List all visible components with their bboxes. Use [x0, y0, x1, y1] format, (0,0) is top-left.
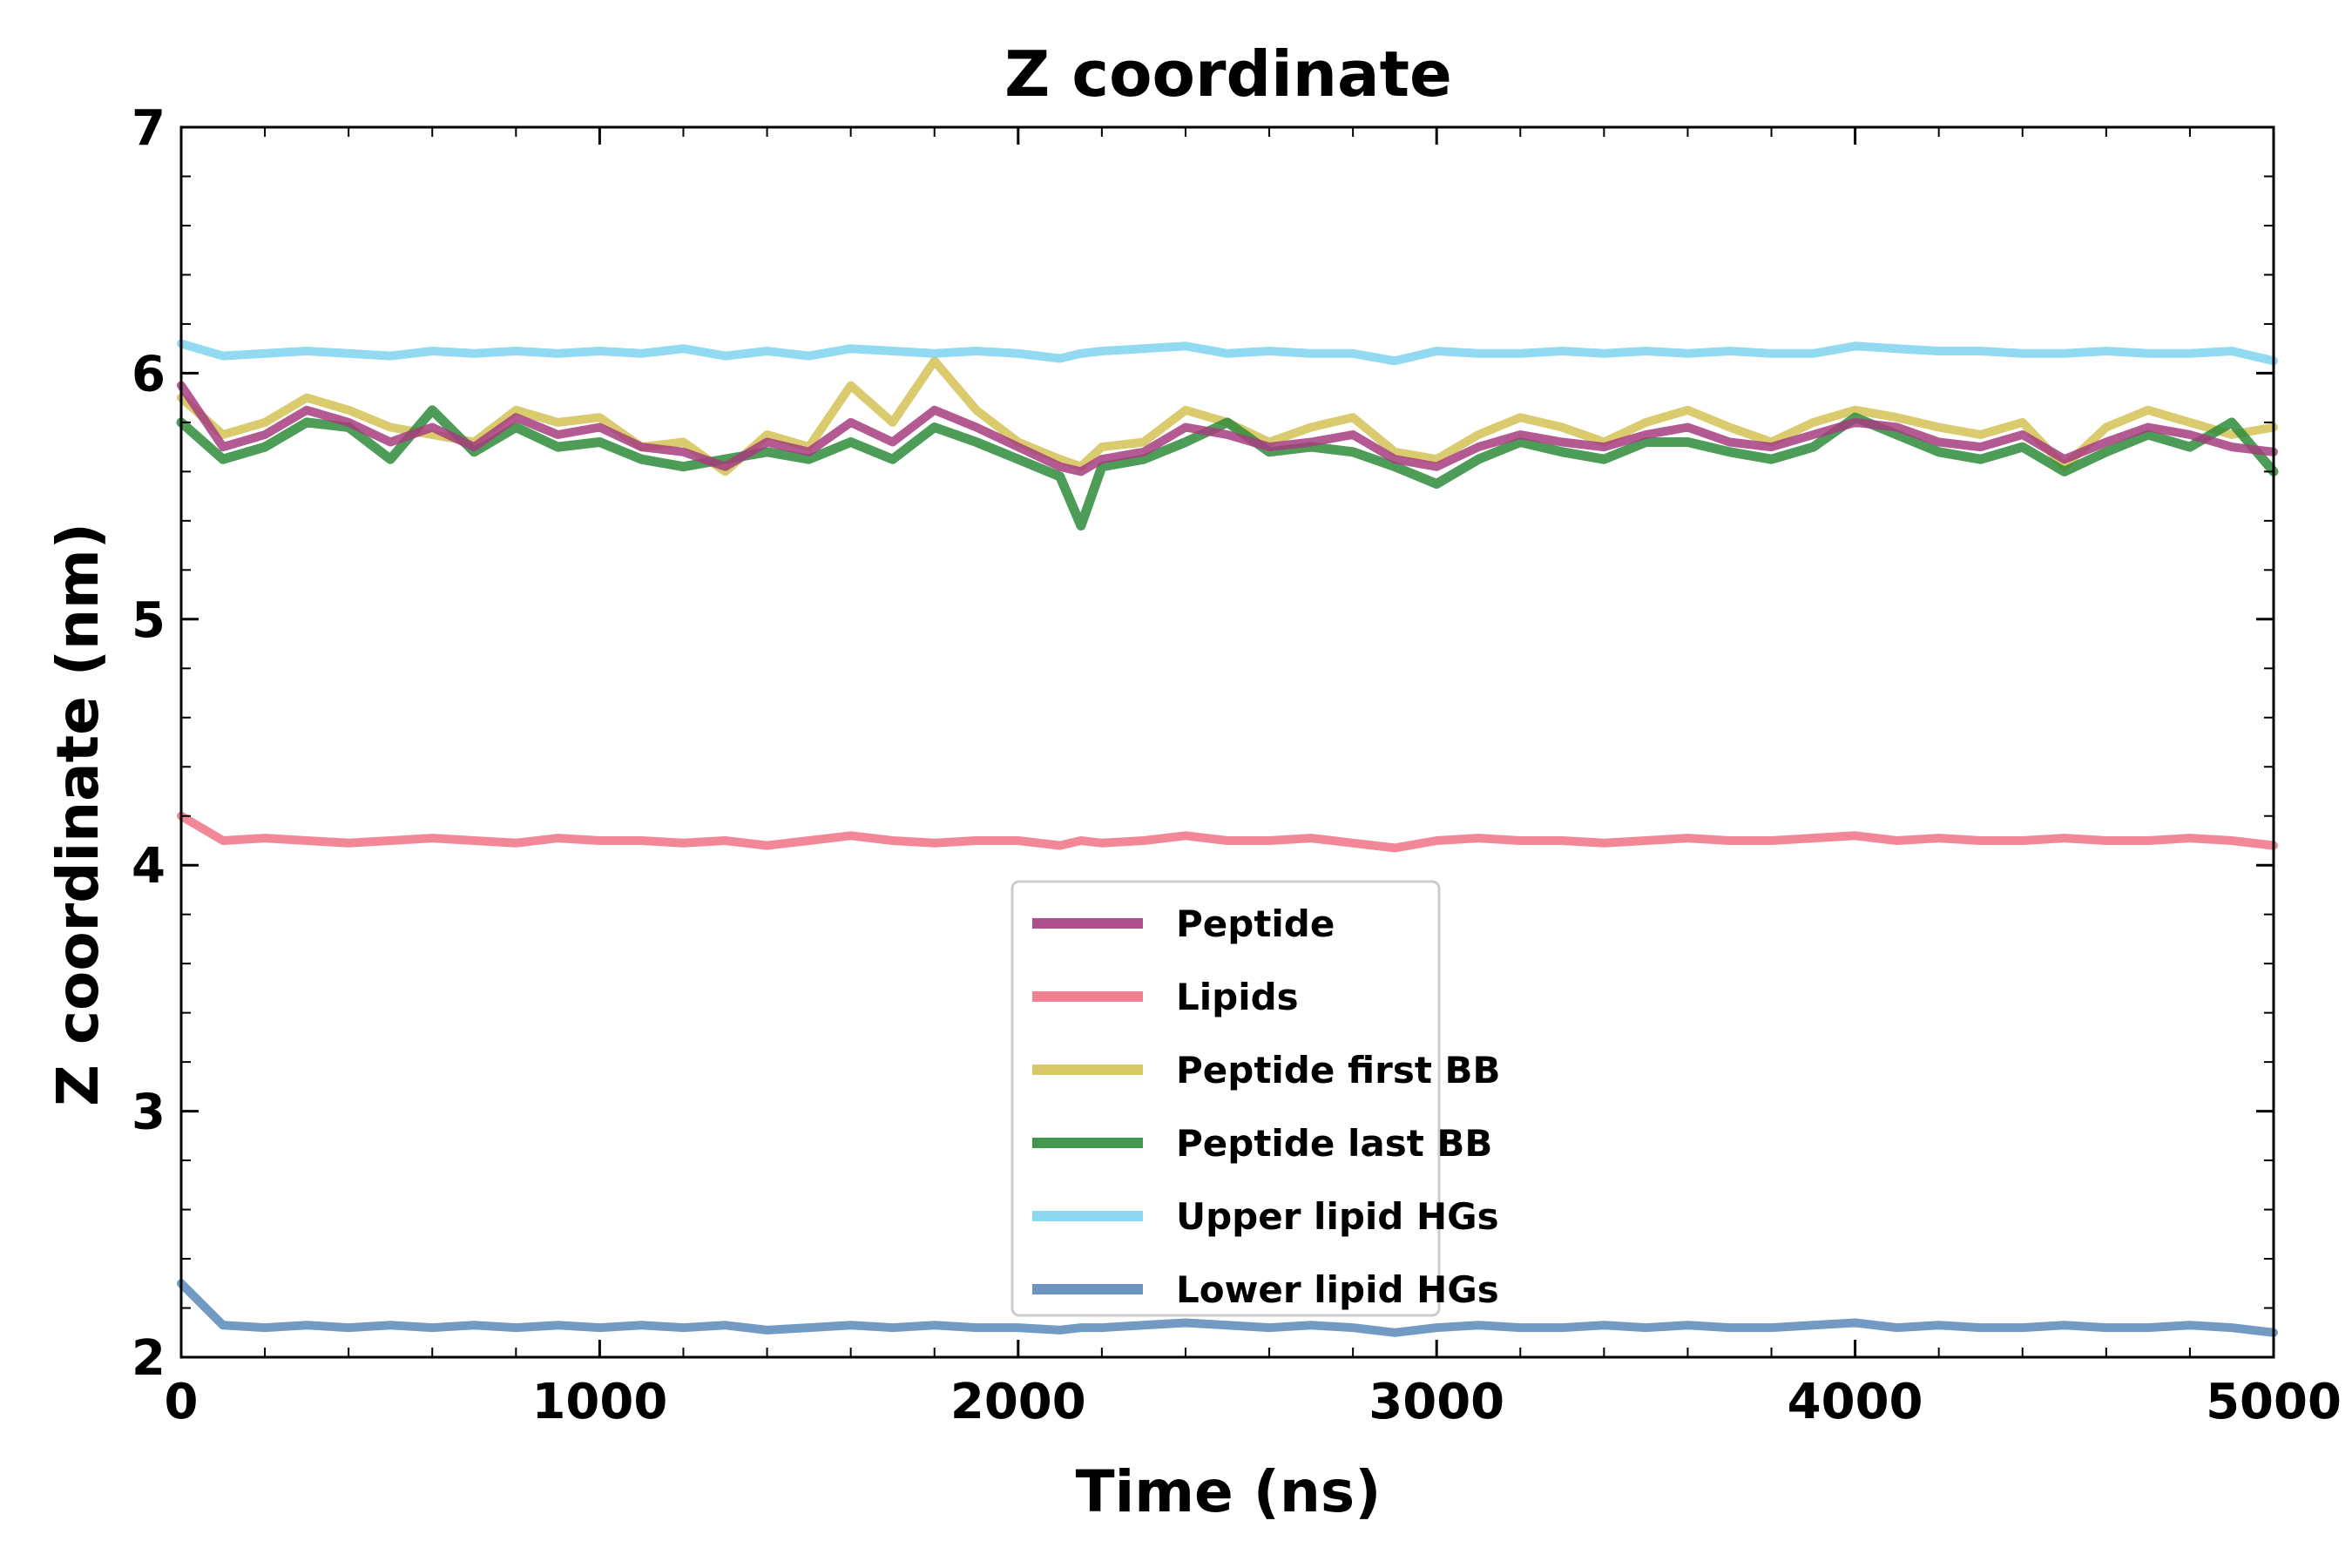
plot-frame [179, 125, 2275, 1359]
series-line-5 [177, 1279, 2278, 1337]
legend-label-1: Lipids [1176, 976, 1299, 1018]
series-line-4 [177, 339, 2278, 366]
y-tick-label: 5 [132, 592, 166, 649]
legend-label-2: Peptide first BB [1176, 1049, 1501, 1092]
series-line-0 [177, 381, 2278, 476]
series-layer [176, 339, 2279, 1337]
y-tick-label: 2 [132, 1330, 166, 1387]
legend: Peptide Lipids Peptide first BB Peptide las… [1010, 880, 1501, 1317]
legend-label-4: Upper lipid HGs [1176, 1195, 1499, 1238]
y-axis-label: Z coordinate (nm) [44, 523, 112, 1106]
legend-label-3: Peptide last BB [1176, 1122, 1492, 1165]
legend-label-5: Lower lipid HGs [1176, 1268, 1499, 1311]
y-tick-label: 4 [132, 838, 166, 895]
y-tick-label: 3 [132, 1085, 166, 1141]
ticks-layer: 0 1000 2000 3000 4000 5000 2 3 4 5 6 7 [132, 100, 2342, 1430]
y-tick-label: 6 [132, 346, 166, 402]
x-tick-label: 1000 [531, 1374, 667, 1430]
series-line-1 [177, 811, 2278, 853]
legend-label-0: Peptide [1176, 902, 1335, 945]
x-tick-label: 4000 [1788, 1374, 1923, 1430]
x-tick-label: 3000 [1369, 1374, 1504, 1430]
y-tick-label: 7 [132, 100, 166, 157]
series-line-2 [177, 356, 2278, 476]
x-tick-label: 2000 [950, 1374, 1086, 1430]
x-tick-label: 5000 [2206, 1374, 2342, 1430]
chart-title: Z coordinate [1004, 37, 1452, 111]
x-tick-label: 0 [165, 1374, 199, 1430]
legend-frame [1010, 880, 1441, 1317]
x-axis-label: Time (ns) [1076, 1458, 1382, 1525]
